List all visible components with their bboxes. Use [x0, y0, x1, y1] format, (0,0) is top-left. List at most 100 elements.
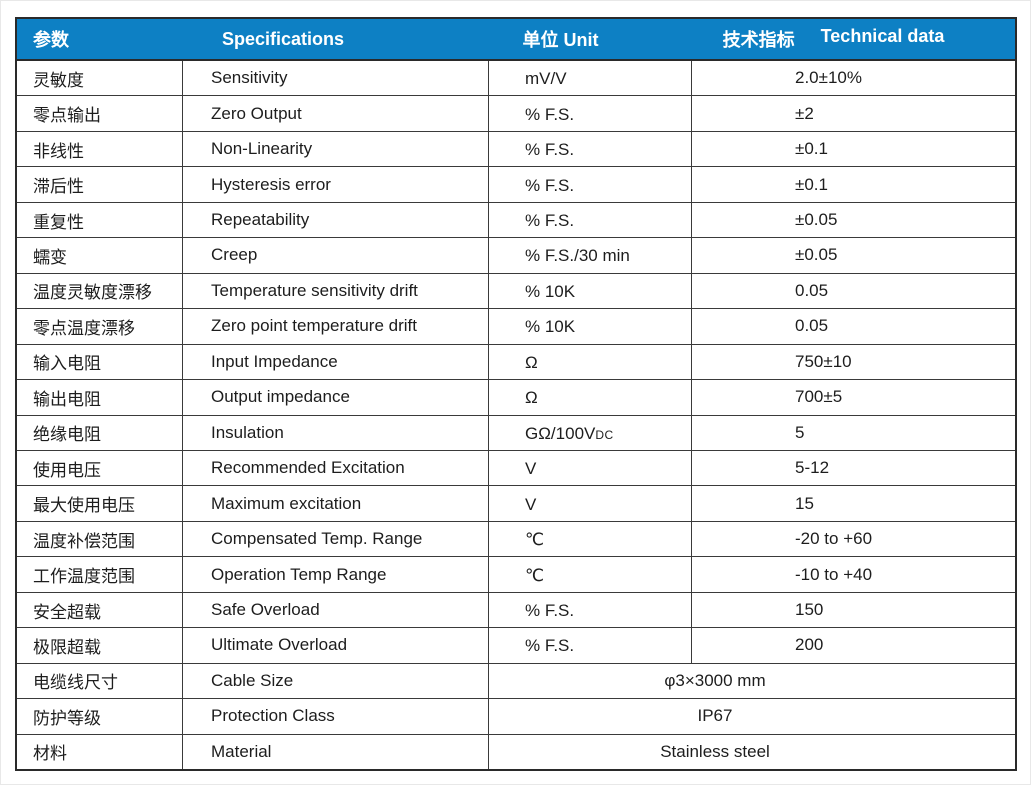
param-zh-cell: 防护等级: [17, 699, 183, 734]
value-text: 5: [795, 422, 805, 442]
header-cell-param: 参数: [33, 30, 69, 50]
spec-en-cell: Cable Size: [183, 663, 489, 699]
param-zh-cell: 温度补偿范围: [17, 521, 183, 557]
param-zh-text: 温度补偿范围: [33, 531, 135, 551]
spec-en-text: Cable Size: [211, 670, 294, 690]
spec-en-text: Compensated Temp. Range: [211, 529, 423, 549]
unit-text: ℃: [525, 565, 545, 585]
spec-en-text: Protection Class: [211, 706, 335, 726]
param-zh-cell: 使用电压: [17, 450, 183, 486]
spec-en-text: Recommended Excitation: [211, 458, 405, 478]
spec-en-cell: Ultimate Overload: [183, 628, 489, 663]
param-zh-text: 重复性: [33, 212, 84, 232]
param-zh-cell: 安全超载: [17, 592, 183, 628]
table-row: 蠕变 Creep % F.S./30 min ±0.05: [17, 238, 1015, 274]
value-text: ±0.1: [795, 139, 828, 159]
param-zh-cell: 零点温度漂移: [17, 309, 183, 344]
table-header-row: 参数 Specifications 单位 Unit 技术指标 Technical…: [17, 19, 1015, 61]
unit-cell: % F.S.: [489, 167, 692, 202]
value-cell: -20 to +60: [692, 522, 1015, 556]
value-text: 150: [795, 600, 824, 620]
param-zh-text: 防护等级: [33, 708, 101, 728]
unit-text: % F.S./30 min: [525, 246, 630, 266]
table-row: 最大使用电压 Maximum excitation V 15: [17, 486, 1015, 522]
unit-text: % 10K: [525, 317, 576, 337]
value-text: -20 to +60: [795, 529, 873, 549]
table-row: 材料 Material Stainless steel: [17, 734, 1015, 770]
unit-text: mV/V: [525, 69, 567, 89]
param-zh-cell: 灵敏度: [17, 61, 183, 96]
value-text: ±0.1: [795, 174, 828, 194]
spec-table: 参数 Specifications 单位 Unit 技术指标 Technical…: [15, 17, 1017, 771]
value-text: 750±10: [795, 351, 852, 371]
spec-en-text: Repeatability: [211, 210, 310, 230]
spec-en-text: Hysteresis error: [211, 174, 331, 194]
spec-en-cell: Creep: [183, 238, 489, 273]
spec-en-cell: Hysteresis error: [183, 167, 489, 202]
param-zh-text: 输入电阻: [33, 354, 101, 374]
value-text: 200: [795, 635, 824, 655]
table-row: 灵敏度 Sensitivity mV/V 2.0±10%: [17, 61, 1015, 97]
value-cell: ±0.05: [692, 238, 1015, 272]
table-row: 温度灵敏度漂移 Temperature sensitivity drift % 10…: [17, 273, 1015, 310]
spec-en-text: Zero point temperature drift: [211, 316, 417, 336]
unit-cell: % F.S.: [489, 592, 692, 628]
spec-en-cell: Operation Temp Range: [183, 557, 489, 592]
param-zh-text: 蠕变: [33, 247, 67, 267]
param-zh-text: 非线性: [33, 141, 84, 161]
spec-en-cell: Maximum excitation: [183, 486, 489, 521]
spec-en-cell: Sensitivity: [183, 61, 489, 96]
unit-text: Ω: [525, 352, 538, 372]
param-zh-text: 滞后性: [33, 177, 84, 197]
value-text: 700±5: [795, 387, 843, 407]
spec-en-text: Material: [211, 741, 272, 761]
unit-text: % F.S.: [525, 211, 575, 231]
unit-subscript: DC: [595, 427, 614, 442]
merged-value-cell: φ3×3000 mm: [489, 664, 1015, 698]
unit-cell: % 10K: [489, 273, 692, 309]
value-text: -10 to +40: [795, 564, 873, 584]
param-zh-text: 工作温度范围: [33, 567, 135, 587]
param-zh-text: 灵敏度: [33, 70, 84, 90]
spec-en-text: Input Impedance: [211, 351, 338, 371]
table-row: 绝缘电阻 Insulation GΩ/100V DC 5: [17, 415, 1015, 451]
table-row: 非线性 Non-Linearity % F.S. ±0.1: [17, 131, 1015, 168]
unit-cell: % 10K: [489, 309, 692, 344]
table-row: 输入电阻 Input Impedance Ω 750±10: [17, 344, 1015, 381]
value-text: 15: [795, 493, 814, 513]
param-zh-text: 安全超载: [33, 602, 101, 622]
spec-en-cell: Safe Overload: [183, 592, 489, 628]
table-row: 零点温度漂移 Zero point temperature drift % 10K 0…: [17, 309, 1015, 345]
unit-text: GΩ/100V: [525, 423, 596, 443]
unit-cell: V: [489, 450, 692, 486]
unit-text: V: [525, 494, 537, 514]
unit-text: Ω: [525, 388, 538, 408]
table-row: 极限超载 Ultimate Overload % F.S. 200: [17, 628, 1015, 664]
value-cell: 0.05: [692, 274, 1015, 308]
spec-en-text: Non-Linearity: [211, 139, 313, 159]
param-zh-text: 极限超载: [33, 637, 101, 657]
value-cell: ±0.1: [692, 132, 1015, 166]
spec-en-text: Creep: [211, 245, 258, 265]
param-zh-text: 绝缘电阻: [33, 425, 101, 445]
header-cell-specifications: Specifications: [221, 28, 345, 49]
param-zh-cell: 最大使用电压: [17, 486, 183, 521]
value-cell: ±2: [692, 96, 1015, 130]
spec-en-cell: Zero Output: [183, 96, 489, 131]
value-cell: 0.05: [692, 309, 1015, 343]
spec-en-cell: Recommended Excitation: [183, 450, 489, 486]
param-zh-cell: 非线性: [17, 131, 183, 167]
param-zh-text: 输出电阻: [33, 389, 101, 409]
value-cell: 750±10: [692, 345, 1015, 379]
value-text: 0.05: [795, 280, 829, 300]
value-text: ±0.05: [795, 245, 838, 265]
param-zh-text: 零点温度漂移: [33, 318, 135, 338]
value-text: ±0.05: [795, 210, 838, 230]
unit-text: % F.S.: [525, 601, 575, 621]
param-zh-text: 电缆线尺寸: [33, 673, 118, 693]
param-zh-text: 材料: [33, 744, 67, 764]
unit-cell: ℃: [489, 557, 692, 592]
merged-value-text: IP67: [697, 706, 733, 726]
header-technical-data-en: Technical data: [820, 26, 945, 46]
param-zh-cell: 工作温度范围: [17, 557, 183, 592]
